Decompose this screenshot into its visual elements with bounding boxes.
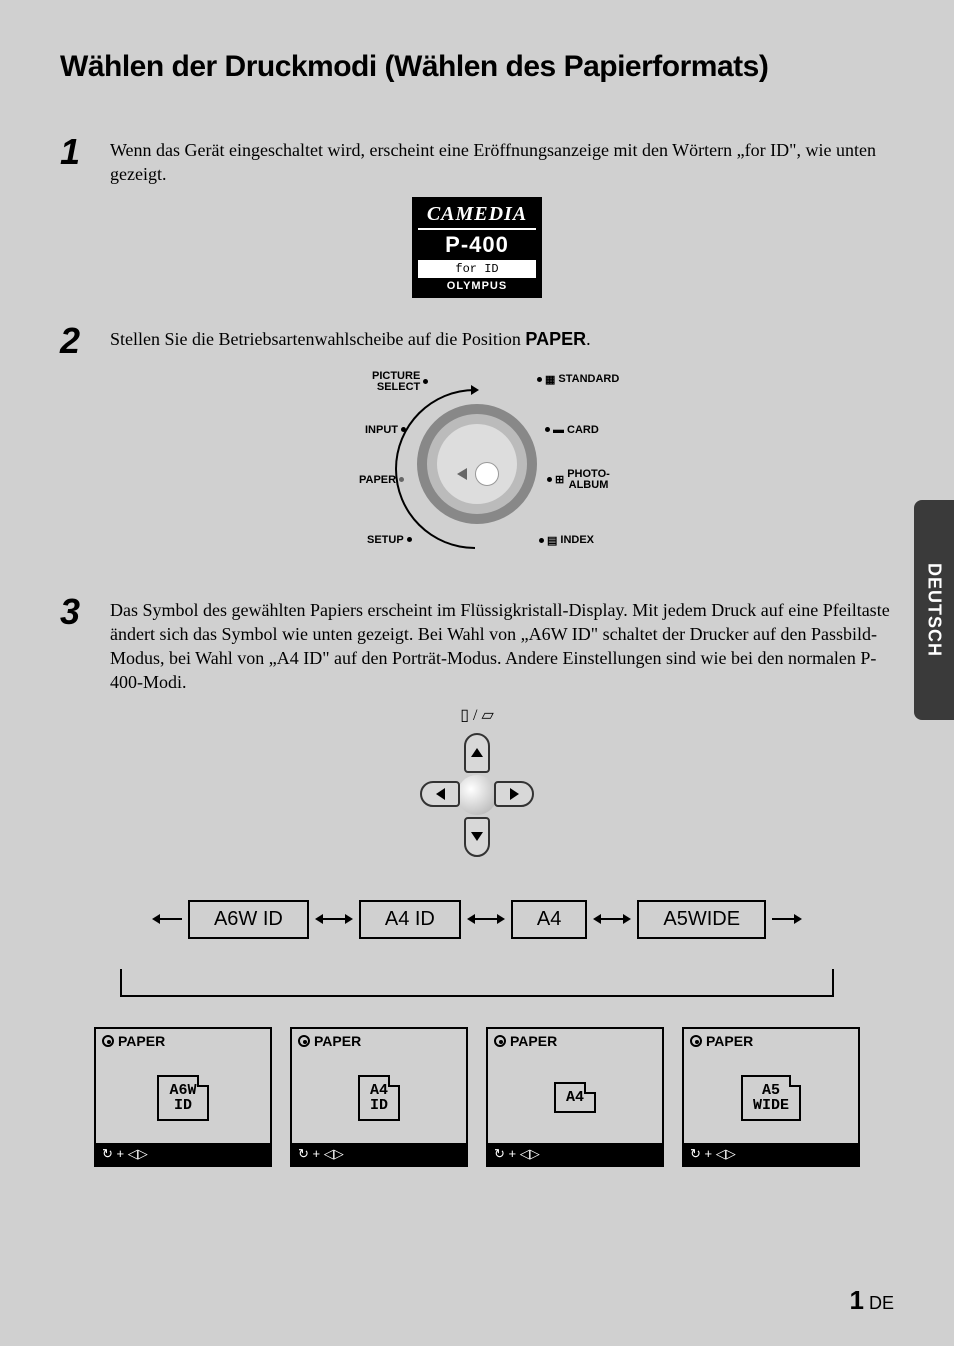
seq-box-1: A4 ID bbox=[359, 900, 461, 939]
dial-ring bbox=[417, 404, 537, 524]
camedia-brand: OLYMPUS bbox=[418, 280, 536, 292]
panel-2-head: PAPER bbox=[510, 1033, 557, 1049]
panel-2: PAPER A4 ↻ + ◁▷ bbox=[486, 1027, 664, 1167]
panel-3-head: PAPER bbox=[706, 1033, 753, 1049]
panel-2-foot: ↻ + ◁▷ bbox=[488, 1143, 662, 1165]
paper-icon-a4: A4 bbox=[554, 1082, 596, 1113]
panel-0: PAPER A6W ID ↻ + ◁▷ bbox=[94, 1027, 272, 1167]
dpad-down[interactable] bbox=[464, 817, 490, 857]
bullet-icon bbox=[102, 1035, 114, 1047]
step-2: 2 Stellen Sie die Betriebsartenwahlschei… bbox=[60, 323, 894, 359]
bullet-icon bbox=[494, 1035, 506, 1047]
step-2-number: 2 bbox=[60, 323, 110, 359]
step-2-text-a: Stellen Sie die Betriebsartenwahlscheibe… bbox=[110, 329, 525, 349]
step-2-text: Stellen Sie die Betriebsartenwahlscheibe… bbox=[110, 323, 894, 359]
dpad-right[interactable] bbox=[494, 781, 534, 807]
panel-3-foot: ↻ + ◁▷ bbox=[684, 1143, 858, 1165]
dial-label-paper: PAPER bbox=[359, 474, 404, 486]
mode-dial: PICTURE SELECT INPUT PAPER SETUP ▦STANDA… bbox=[317, 369, 637, 569]
page-number: 1 DE bbox=[850, 1285, 895, 1316]
dial-label-input: INPUT bbox=[365, 424, 406, 436]
paper-icon-a6w-id: A6W ID bbox=[157, 1075, 208, 1121]
dial-label-index: ▤INDEX bbox=[539, 534, 594, 547]
language-tab: DEUTSCH bbox=[914, 500, 954, 720]
dpad-left[interactable] bbox=[420, 781, 460, 807]
paper-icon-a4-id: A4 ID bbox=[358, 1075, 400, 1121]
step-1: 1 Wenn das Gerät eingeschaltet wird, ers… bbox=[60, 134, 894, 187]
step-2-text-b: . bbox=[586, 329, 591, 349]
seq-box-2: A4 bbox=[511, 900, 587, 939]
bullet-icon bbox=[690, 1035, 702, 1047]
dial-label-standard: ▦STANDARD bbox=[537, 373, 619, 386]
panel-0-head: PAPER bbox=[118, 1033, 165, 1049]
step-3: 3 Das Symbol des gewählten Papiers ersch… bbox=[60, 594, 894, 695]
paper-icon-a5-wide: A5 WIDE bbox=[741, 1075, 801, 1121]
dpad-up[interactable] bbox=[464, 733, 490, 773]
dial-label-card: ▬CARD bbox=[545, 424, 599, 436]
dial-label-picture-select: PICTURE SELECT bbox=[372, 371, 428, 393]
panel-1-foot: ↻ + ◁▷ bbox=[292, 1143, 466, 1165]
dpad-center bbox=[457, 775, 497, 815]
dial-label-setup: SETUP bbox=[367, 534, 412, 546]
seq-box-0: A6W ID bbox=[188, 900, 309, 939]
seq-loop-line bbox=[120, 969, 834, 997]
step-3-number: 3 bbox=[60, 594, 110, 695]
camedia-forid: for ID bbox=[418, 260, 536, 278]
page-title: Wählen der Druckmodi (Wählen des Papierf… bbox=[60, 50, 894, 84]
camedia-badge: CAMEDIA P-400 for ID OLYMPUS bbox=[412, 197, 542, 298]
step-1-text: Wenn das Gerät eingeschaltet wird, ersch… bbox=[110, 134, 894, 187]
panel-1-head: PAPER bbox=[314, 1033, 361, 1049]
paper-sequence: A6W ID A4 ID A4 A5WIDE bbox=[60, 900, 894, 997]
step-2-bold: PAPER bbox=[525, 329, 586, 349]
panel-0-foot: ↻ + ◁▷ bbox=[96, 1143, 270, 1165]
bullet-icon bbox=[298, 1035, 310, 1047]
dpad: ▯ / ▱ bbox=[402, 705, 552, 875]
lcd-panels: PAPER A6W ID ↻ + ◁▷ PAPER A4 ID ↻ + ◁▷ P… bbox=[60, 1027, 894, 1167]
dial-label-photo-album: ⊞PHOTO- ALBUM bbox=[547, 469, 610, 491]
panel-3: PAPER A5 WIDE ↻ + ◁▷ bbox=[682, 1027, 860, 1167]
panel-1: PAPER A4 ID ↻ + ◁▷ bbox=[290, 1027, 468, 1167]
camedia-logo: CAMEDIA bbox=[418, 203, 536, 226]
dpad-orientation-icons: ▯ / ▱ bbox=[460, 705, 494, 725]
camedia-model: P-400 bbox=[418, 228, 536, 258]
seq-box-3: A5WIDE bbox=[637, 900, 766, 939]
step-3-text: Das Symbol des gewählten Papiers erschei… bbox=[110, 594, 894, 695]
step-1-number: 1 bbox=[60, 134, 110, 187]
